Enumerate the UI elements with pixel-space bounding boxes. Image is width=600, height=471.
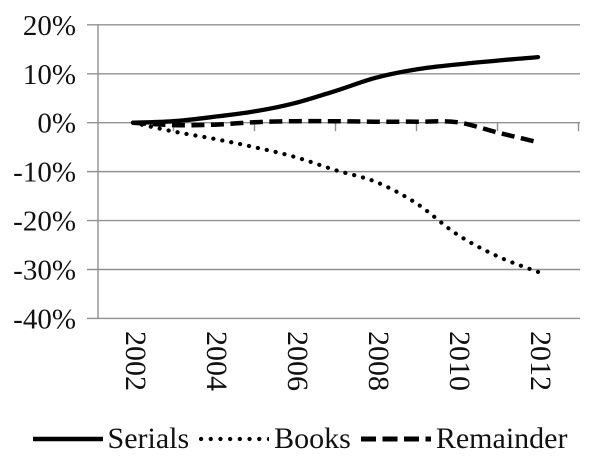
x-axis-tick-label: 2012 <box>524 331 557 391</box>
y-axis-tick-label: 20% <box>23 10 76 42</box>
x-axis-tick-label: 2004 <box>200 331 233 391</box>
y-axis-tick-label: -10% <box>13 157 76 189</box>
legend-label-books: Books <box>274 422 351 455</box>
legend-item-serials: Serials <box>32 422 190 455</box>
x-axis-tick-label: 2010 <box>443 331 476 391</box>
legend-item-remainder: Remainder <box>360 422 568 455</box>
series-line-remainder <box>132 118 539 145</box>
legend-label-serials: Serials <box>107 422 190 455</box>
series-line-serials <box>130 54 541 125</box>
y-axis-tick-label: -30% <box>13 254 76 286</box>
x-axis-tick-label: 2002 <box>119 331 152 391</box>
serials-line-sample <box>32 436 103 442</box>
y-axis-tick-label: 0% <box>37 108 76 140</box>
books-line-sample <box>199 436 270 442</box>
plot-area: 20% 10% 0% -10% -20% -30% -40% 2002 2004 2006 2008… <box>13 10 580 391</box>
y-axis-tick-label: -40% <box>13 303 76 335</box>
chart-legend: Serials Books Remainder <box>0 417 600 461</box>
y-axis-tick-label: 10% <box>23 59 76 91</box>
x-axis-tick-label: 2008 <box>362 331 395 391</box>
series-line-books <box>130 120 541 274</box>
legend-item-books: Books <box>199 424 351 454</box>
x-axis-tick-label: 2006 <box>281 331 314 391</box>
legend-label-remainder: Remainder <box>435 422 568 455</box>
remainder-line-sample <box>360 436 431 442</box>
y-axis-tick-label: -20% <box>13 206 76 238</box>
